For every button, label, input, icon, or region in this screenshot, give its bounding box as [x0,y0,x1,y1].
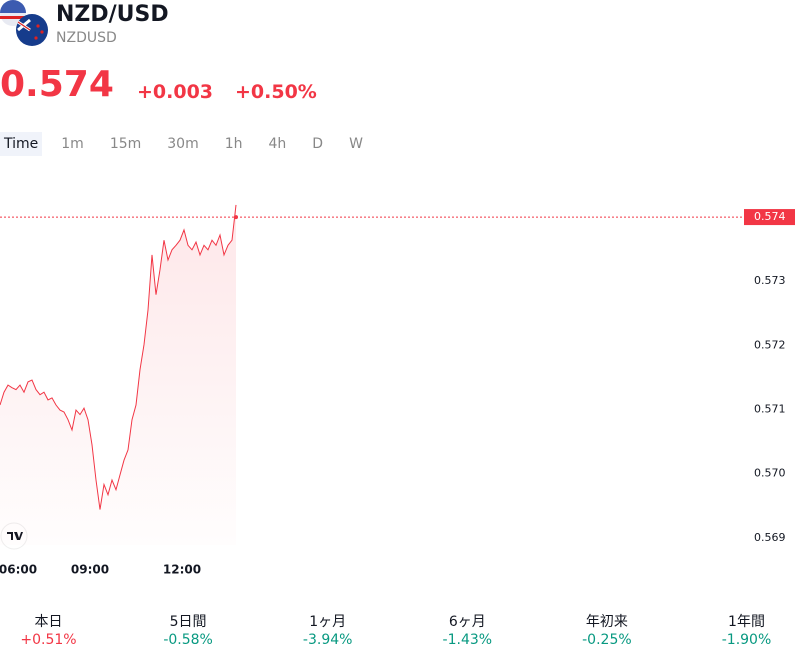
timeframe-tab[interactable]: 15m [109,136,142,152]
performance-value: -0.25% [582,632,632,648]
timeframe-tab[interactable]: 4h [268,136,287,152]
last-point [234,215,238,220]
y-tick-label: 0.572 [754,338,786,351]
x-tick-label: 09:00 [71,563,109,577]
y-tick-label: 0.571 [754,402,786,415]
performance-item: 6ヶ月 -1.43% [401,611,534,648]
y-tick-label: 0.569 [754,531,786,544]
symbol-code: NZDUSD [56,30,117,46]
performance-value: -1.90% [721,632,772,648]
x-tick-label: 06:00 [0,563,37,577]
performance-item: 5日間 -0.58% [122,611,255,648]
change: +0.003 [137,81,214,103]
performance-item: 1年間 -1.90% [680,611,800,648]
timeframe-tabs: Time 1m 15m 30m 1h 4h D W [0,132,389,156]
timeframe-tab[interactable]: 1h [224,136,243,152]
performance-item: 年初来 -0.25% [540,611,673,648]
timeframe-tab[interactable]: W [349,136,363,152]
performance-value: -3.94% [302,632,353,648]
timeframe-tab[interactable]: 1m [61,136,84,152]
flag-icons [0,0,48,46]
last-price-label: 0.574 [754,210,786,223]
y-tick-label: 0.570 [754,467,786,480]
performance-label: 本日 [34,614,63,630]
timeframe-tab[interactable]: 30m [167,136,199,152]
last-price-box [744,209,795,226]
performance-label: 1ヶ月 [309,614,347,630]
performance-label: 5日間 [169,614,207,630]
performance-value: -1.43% [442,632,493,648]
timeframe-tab[interactable]: D [312,136,324,152]
performance-item: 1ヶ月 -3.94% [261,611,394,648]
x-tick-label: 12:00 [163,563,201,577]
performance-item: 本日 +0.51% [0,611,115,648]
area [0,204,236,545]
performance-label: 年初来 [585,614,628,630]
performance-label: 6ヶ月 [448,614,486,630]
price: 0.574 [0,64,114,105]
price-line [0,204,237,510]
y-tick-label: 0.573 [754,274,786,287]
performance-value: +0.51% [20,632,77,648]
symbol-title: NZD/USD [56,2,169,27]
timeframe-tab[interactable]: Time [0,132,43,156]
change-percent: +0.50% [235,81,317,103]
performance-label: 1年間 [728,614,765,630]
performance-value: -0.58% [163,632,213,648]
chart: 0.569 0.570 0.571 0.572 0.573 06:00 09:00 12:00… [0,0,795,577]
